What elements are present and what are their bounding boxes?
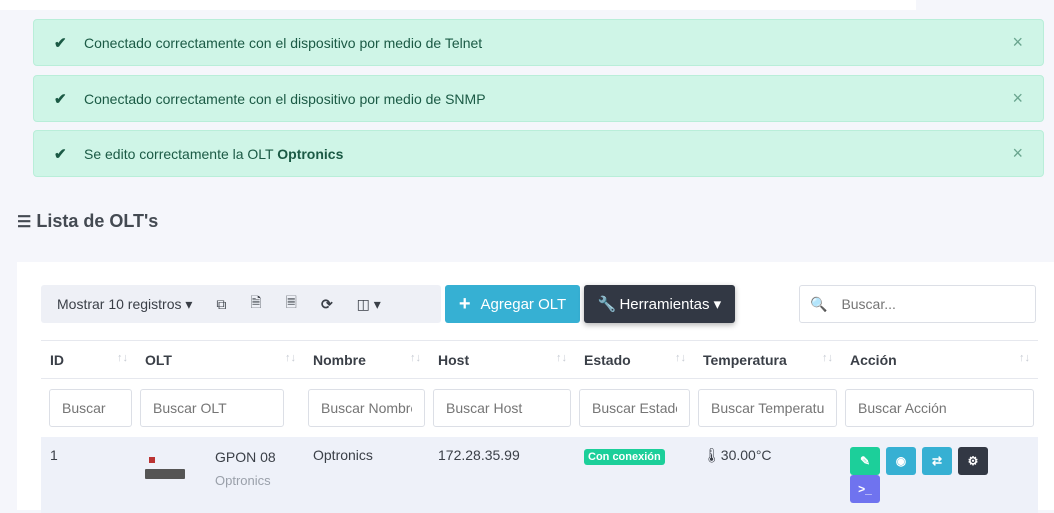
add-olt-button[interactable]: + Agregar OLT [445,285,580,323]
filter-temperatura[interactable] [698,388,837,427]
cell-estado: Con conexión [575,436,694,513]
top-bar [0,0,916,10]
alert-telnet: ✔ Conectado correctamente con el disposit… [33,19,1044,66]
alert-text: Conectado correctamente con el dispositi… [84,90,486,107]
cell-id: 1 [41,436,136,513]
page-title-text: Lista de OLT's [36,211,159,231]
cell-nombre: Optronics [304,436,429,513]
filter-estado[interactable] [579,388,690,427]
olt-card: Mostrar 10 registros ▾ ⧉ 🗎 🗏 ⟳ ◫ ▾ + Agre… [17,262,1054,513]
col-temperatura[interactable]: Temperatura ↑↓ [694,340,841,379]
check-icon: ✔ [54,90,67,108]
cogs-icon[interactable]: ⚙ [958,446,988,475]
col-estado[interactable]: Estado ↑↓ [575,340,694,379]
close-icon[interactable]: × [1012,88,1023,108]
close-icon[interactable]: × [1012,143,1023,163]
filter-olt[interactable] [140,388,284,427]
olt-brand: Optronics [215,472,271,488]
cell-accion: ✎ ◉ ⇄ ⚙ >_ [841,436,1038,513]
excel-icon[interactable]: 🗎 [250,294,262,310]
alert-edit: ✔ Se edito correctamente la OLT Optronics… [33,130,1044,177]
cell-olt: GPON 08 Optronics [136,436,304,513]
check-icon: ✔ [54,34,67,52]
filter-nombre[interactable] [308,388,425,427]
olt-name: GPON 08 [215,448,276,465]
col-host[interactable]: Host ↑↓ [429,340,575,379]
filter-id[interactable] [49,388,132,427]
col-olt[interactable]: OLT ↑↓ [136,340,304,379]
olt-table: ID ↑↓ OLT ↑↓ Nombre ↑↓ Host ↑↓ Estado ↑↓ Temp… [41,340,1038,513]
table-toolbar: Mostrar 10 registros ▾ ⧉ 🗎 🗏 ⟳ ◫ ▾ [41,285,441,323]
page-title: ☰ Lista de OLT's [17,211,158,232]
show-entries-button[interactable]: Mostrar 10 registros ▾ [57,295,193,312]
csv-icon[interactable]: 🗏 [285,294,297,310]
refresh-icon[interactable]: ⟳ [320,295,333,312]
olt-device-image [145,456,187,481]
view-icon[interactable]: ◉ [886,446,916,475]
cell-host: 172.28.35.99 [429,436,575,513]
col-nombre[interactable]: Nombre ↑↓ [304,340,429,379]
copy-icon[interactable]: ⧉ [216,295,227,312]
exchange-icon[interactable]: ⇄ [922,446,952,475]
server-icon: ☰ [17,213,32,231]
alert-snmp: ✔ Conectado correctamente con el disposit… [33,75,1044,122]
close-icon[interactable]: × [1012,32,1023,52]
wrench-icon: 🔧 [597,296,617,313]
table-row: 1 GPON 08 Optronics Optronics 172.28.35.9… [41,436,1038,513]
status-badge: Con conexión [584,448,665,465]
terminal-icon[interactable]: >_ [850,474,880,503]
search-input[interactable] [841,296,1022,312]
alert-text: Se edito correctamente la OLT [84,145,278,162]
check-icon: ✔ [54,145,67,163]
columns-icon[interactable]: ◫ ▾ [356,295,381,312]
col-id[interactable]: ID ↑↓ [41,340,136,379]
alert-text: Conectado correctamente con el dispositi… [84,34,483,51]
thermometer-icon: 🌡 [703,446,721,463]
search-box[interactable]: 🔍 [799,285,1036,323]
edit-icon[interactable]: ✎ [850,446,880,475]
cell-temperatura: 🌡30.00°C [694,436,841,513]
search-icon: 🔍 [810,295,828,312]
alert-bold: Optronics [277,145,344,162]
tools-button[interactable]: 🔧 Herramientas ▾ [584,285,735,323]
col-accion[interactable]: Acción ↑↓ [841,340,1038,379]
filter-host[interactable] [433,388,571,427]
filter-accion[interactable] [845,388,1034,427]
